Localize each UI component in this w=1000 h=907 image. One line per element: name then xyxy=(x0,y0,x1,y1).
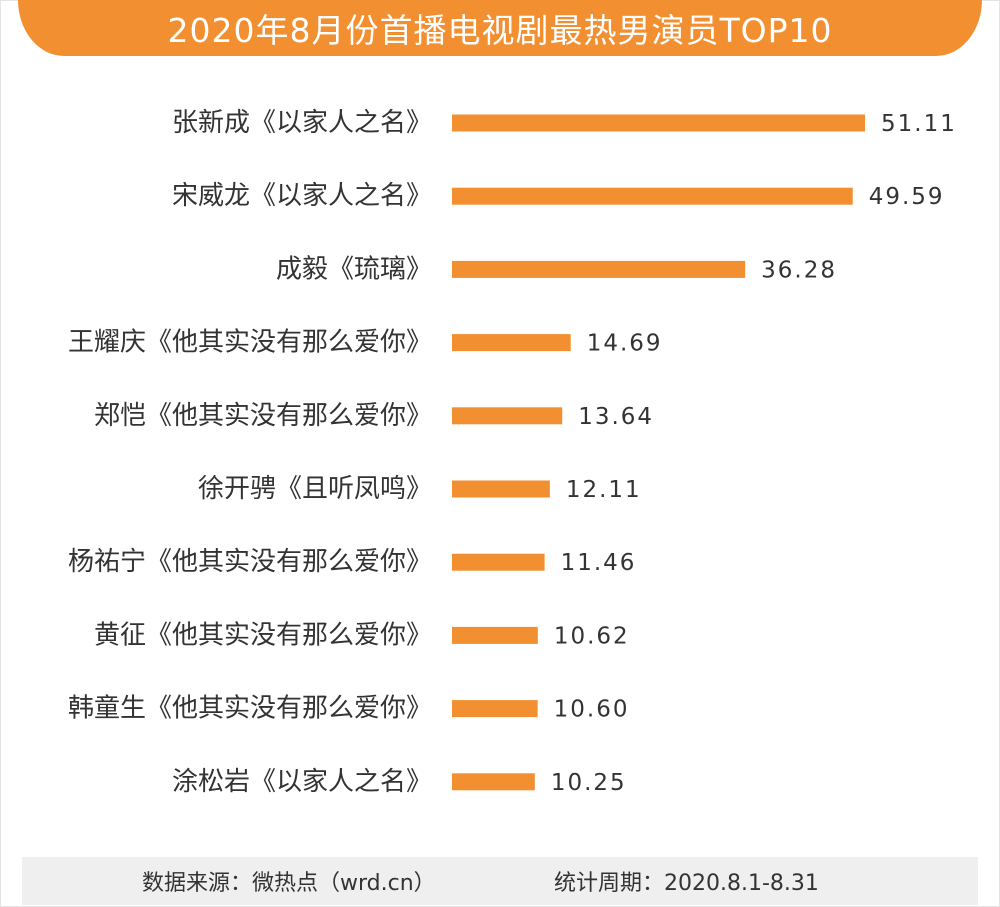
value-label: 51.11 xyxy=(881,111,957,137)
value-label: 13.64 xyxy=(578,404,654,430)
bar xyxy=(452,260,746,278)
value-label: 10.25 xyxy=(551,770,627,796)
category-label: 成毅《琉璃》 xyxy=(276,254,432,284)
value-label: 10.60 xyxy=(554,697,630,723)
footer-period: 统计周期：2020.8.1-8.31 xyxy=(554,871,819,896)
category-label: 徐开骋《且听凤鸣》 xyxy=(198,474,432,504)
chart-title: 2020年8月份首播电视剧最热男演员TOP10 xyxy=(167,11,833,50)
value-label: 10.62 xyxy=(554,623,630,649)
bar xyxy=(452,407,563,425)
category-label: 张新成《以家人之名》 xyxy=(172,108,432,138)
value-label: 11.46 xyxy=(561,550,637,576)
value-label: 49.59 xyxy=(869,184,945,210)
bar xyxy=(452,700,538,718)
value-label: 36.28 xyxy=(761,257,837,283)
footer-source: 数据来源：微热点（wrd.cn） xyxy=(142,871,436,896)
category-label: 韩童生《他其实没有那么爱你》 xyxy=(68,694,432,724)
bar xyxy=(452,114,865,132)
bar xyxy=(452,187,853,205)
category-label: 郑恺《他其实没有那么爱你》 xyxy=(94,401,432,431)
value-label: 12.11 xyxy=(566,477,642,503)
category-label: 黄征《他其实没有那么爱你》 xyxy=(94,620,432,650)
bar xyxy=(452,626,538,644)
category-label: 宋威龙《以家人之名》 xyxy=(172,181,432,211)
category-label: 杨祐宁《他其实没有那么爱你》 xyxy=(68,547,432,577)
title-banner: 2020年8月份首播电视剧最热男演员TOP10 xyxy=(18,0,982,56)
footer-band xyxy=(22,857,978,905)
bar xyxy=(452,480,550,498)
category-label: 王耀庆《他其实没有那么爱你》 xyxy=(68,328,432,358)
bar xyxy=(452,334,571,352)
value-label: 14.69 xyxy=(587,331,663,357)
bar xyxy=(452,773,535,791)
bar-chart: 张新成《以家人之名》 51.11 宋威龙《以家人之名》 49.59 成毅《琉璃》 36.2… xyxy=(68,108,957,797)
category-label: 涂松岩《以家人之名》 xyxy=(172,767,432,797)
bar xyxy=(452,553,545,571)
